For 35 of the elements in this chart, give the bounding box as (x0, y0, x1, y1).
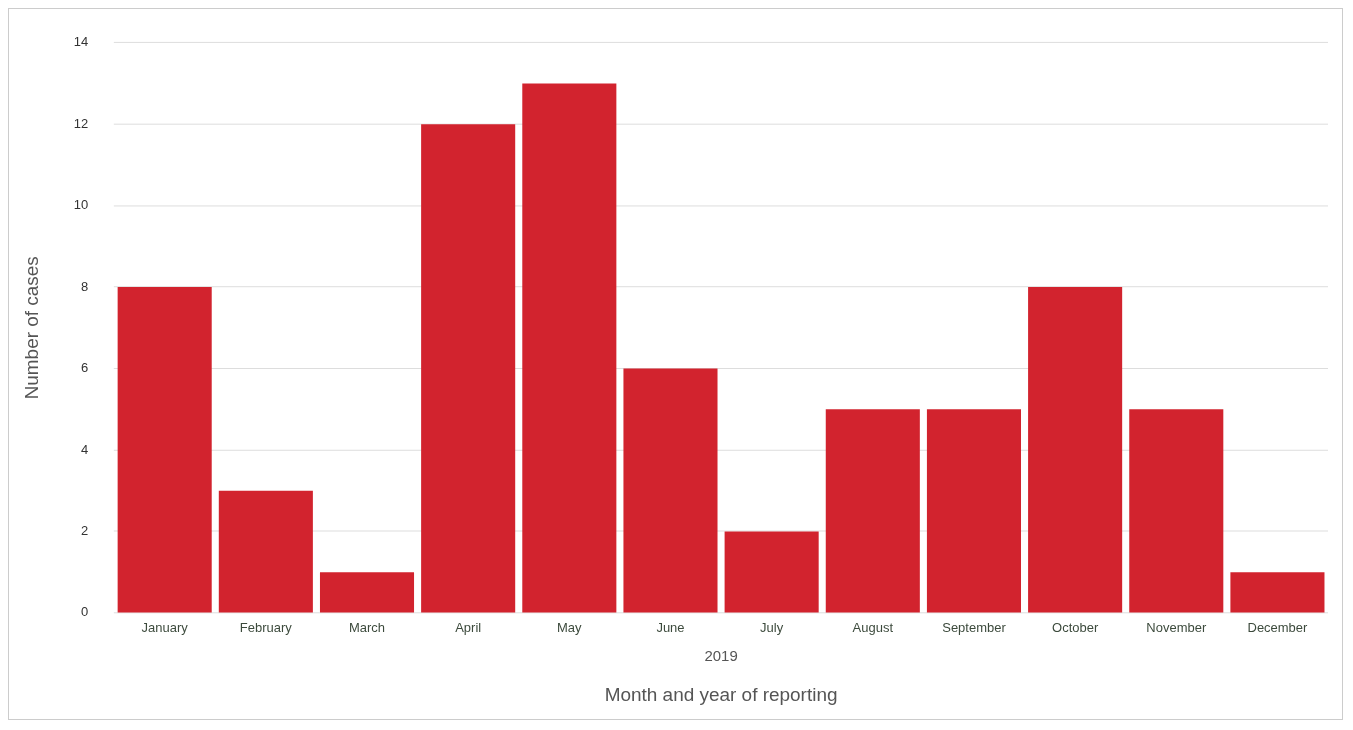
bar (522, 83, 617, 613)
bar (825, 409, 920, 613)
bar (926, 409, 1021, 613)
bar (117, 287, 212, 613)
bar (724, 531, 819, 613)
y-tick-label: 8 (80, 278, 89, 294)
bar (218, 490, 313, 613)
y-tick-label: 0 (80, 604, 89, 620)
bar (319, 572, 415, 613)
y-tick-label: 12 (73, 115, 89, 131)
y-tick-label: 10 (73, 197, 89, 213)
x-tick-label: October (1052, 620, 1099, 636)
bar (1028, 287, 1123, 613)
y-axis-title: Number of cases (20, 256, 42, 400)
bar (1230, 572, 1325, 613)
x-tick-label: January (141, 620, 189, 636)
x-tick-label: June (656, 620, 685, 636)
x-tick-label: March (348, 620, 386, 636)
y-tick-label: 6 (80, 360, 89, 376)
bar (1129, 409, 1224, 613)
y-tick-label: 14 (73, 34, 89, 50)
y-tick-label: 2 (80, 523, 89, 539)
x-tick-label: September (942, 620, 1007, 636)
x-tick-label: February (239, 620, 293, 636)
y-tick-label: 4 (80, 441, 89, 457)
x-tick-label: December (1247, 620, 1309, 636)
bar (623, 368, 718, 613)
x-tick-label: July (760, 620, 784, 636)
bar (421, 124, 516, 613)
x-tick-label: April (455, 620, 482, 636)
x-tick-label: May (557, 620, 583, 636)
x-axis-title: Month and year of reporting (604, 683, 838, 705)
x-tick-label: August (852, 620, 894, 636)
text: 2019 (704, 646, 738, 664)
x-tick-label: November (1146, 620, 1207, 636)
